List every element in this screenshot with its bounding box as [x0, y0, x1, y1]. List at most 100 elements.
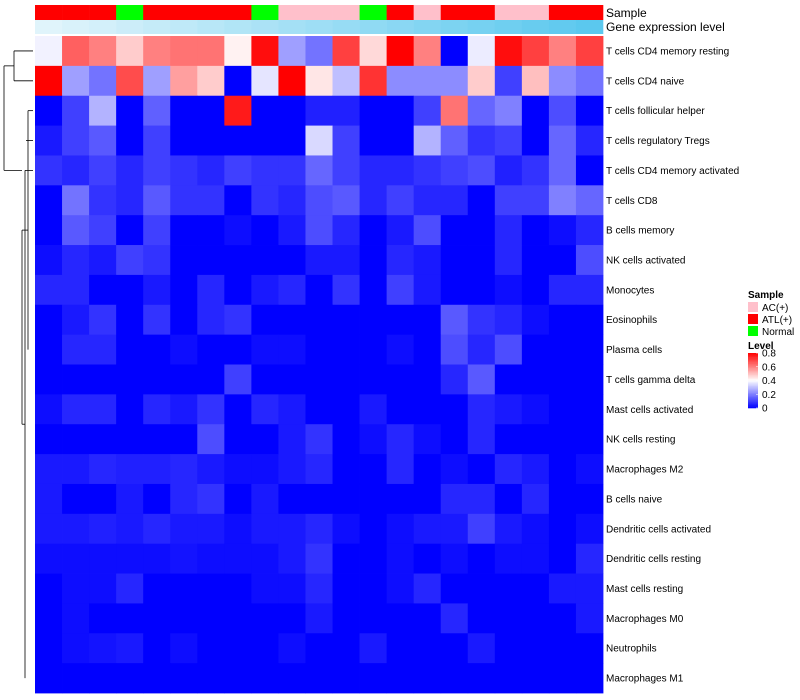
heatmap-cell [197, 424, 225, 455]
heatmap-cell [440, 663, 469, 694]
heatmap-cell [251, 394, 279, 425]
heatmap-cell [35, 394, 63, 425]
heatmap-cell [467, 394, 496, 425]
heatmap-cell [35, 95, 63, 126]
level-legend-bar [748, 375, 758, 377]
heatmap-cell [305, 633, 333, 664]
heatmap-cell [305, 245, 333, 276]
heatmap-cell [62, 304, 90, 336]
heatmap-cell [332, 65, 360, 97]
heatmap-cell [89, 364, 117, 395]
heatmap-cell [62, 424, 90, 455]
heatmap-cell [386, 304, 415, 336]
heatmap-cell [332, 185, 360, 216]
heatmap-cell [89, 394, 117, 425]
heatmap-cell [224, 304, 252, 336]
heatmap-cell [386, 125, 415, 156]
heatmap-cell [467, 274, 496, 306]
heatmap-cell [62, 454, 90, 485]
sample-annotation-track [35, 5, 604, 20]
heatmap-cell [278, 274, 306, 306]
heatmap-cell [305, 155, 333, 186]
heatmap-cell [521, 155, 550, 186]
heatmap-cell [386, 274, 415, 306]
heatmap-cell [224, 334, 252, 365]
heatmap-cell [35, 245, 63, 276]
heatmap-cell [116, 304, 144, 336]
row-label: Dendritic cells activated [606, 524, 711, 535]
sample-cell [467, 5, 496, 20]
heatmap-cell [251, 36, 279, 67]
heatmap-cell [170, 95, 198, 126]
heatmap-cell [440, 95, 469, 126]
expression-cell [62, 20, 90, 34]
heatmap-cell [197, 364, 225, 395]
heatmap-cell [35, 125, 63, 156]
heatmap-cell [224, 155, 252, 186]
heatmap-cell [35, 364, 63, 395]
heatmap-cell [251, 483, 279, 515]
heatmap-cell [467, 95, 496, 126]
heatmap-cell [89, 304, 117, 336]
heatmap-cell [35, 573, 63, 604]
sample-cell [251, 5, 279, 20]
heatmap-cell [467, 215, 496, 246]
heatmap-cell [89, 95, 117, 126]
heatmap-cell [143, 394, 171, 425]
heatmap-cell [386, 513, 415, 545]
heatmap-cell [170, 334, 198, 365]
heatmap-cell [305, 185, 333, 216]
sample-cell [278, 5, 306, 20]
heatmap-cell [197, 36, 225, 67]
heatmap-cell [575, 65, 604, 97]
level-legend-bar [748, 368, 758, 370]
heatmap-cell [143, 95, 171, 126]
heatmap-cell [62, 36, 90, 67]
level-legend-tick-label: 0.8 [762, 349, 776, 360]
heatmap-cell [89, 274, 117, 306]
heatmap-cell [548, 36, 577, 67]
heatmap-cell [548, 603, 577, 634]
level-legend-tick-label: 0.4 [762, 376, 776, 387]
heatmap-cell [494, 274, 523, 306]
heatmap-cell [575, 185, 604, 216]
heatmap-cell [62, 364, 90, 395]
row-label: B cells memory [606, 226, 674, 237]
sample-legend-label: AC(+) [762, 303, 788, 314]
level-legend-bar [748, 370, 758, 373]
heatmap-cell [548, 483, 577, 515]
heatmap-cell [332, 304, 360, 336]
level-legend-bar [748, 399, 758, 402]
heatmap-cell [224, 573, 252, 604]
heatmap-cell [224, 424, 252, 455]
level-legend-bar [748, 392, 758, 395]
level-legend-bar [748, 379, 758, 381]
heatmap-cell [521, 603, 550, 634]
heatmap-cell [89, 573, 117, 604]
heatmap-cell [467, 454, 496, 485]
heatmap-cell [278, 424, 306, 455]
heatmap-cell [278, 603, 306, 634]
heatmap-cell [143, 65, 171, 97]
level-legend-bar [748, 354, 758, 357]
heatmap-cell [143, 125, 171, 156]
heatmap-cell [359, 215, 388, 246]
heatmap-cell [440, 454, 469, 485]
heatmap-cell [143, 573, 171, 604]
level-legend-bar [748, 362, 758, 365]
heatmap-cell [224, 125, 252, 156]
heatmap-cell [35, 185, 63, 216]
heatmap-cell [143, 483, 171, 515]
level-legend-bar [748, 373, 758, 376]
heatmap-cell [332, 394, 360, 425]
level-legend-bar [748, 355, 758, 358]
heatmap-cell [251, 185, 279, 216]
heatmap-cell [386, 603, 415, 634]
expression-cell [467, 20, 496, 34]
heatmap-cell [143, 663, 171, 694]
sample-cell [89, 5, 117, 20]
sample-cell [413, 5, 442, 20]
heatmap-cell [521, 36, 550, 67]
heatmap-cell [62, 65, 90, 97]
expression-cell [575, 20, 604, 34]
